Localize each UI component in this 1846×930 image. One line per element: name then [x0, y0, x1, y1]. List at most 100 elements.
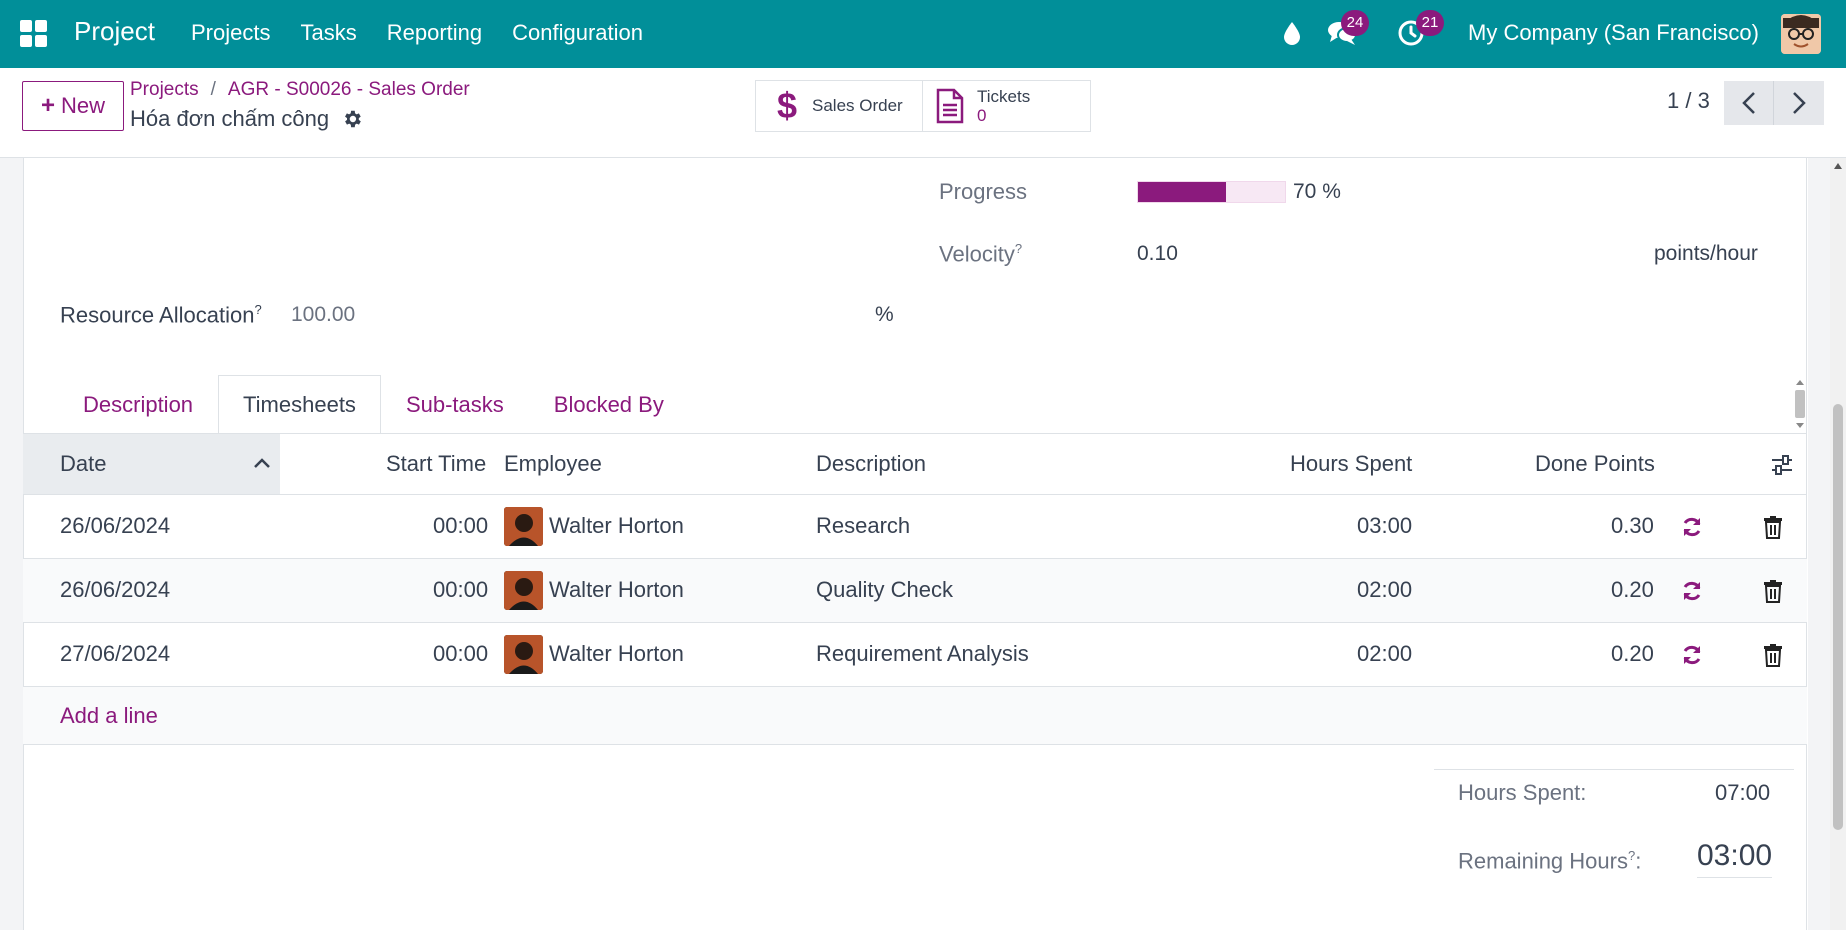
menu-item-reporting[interactable]: Reporting: [386, 20, 483, 45]
cell-description[interactable]: Quality Check: [816, 577, 953, 602]
velocity-help-icon[interactable]: ?: [1014, 241, 1023, 256]
company-switcher[interactable]: My Company (San Francisco): [1468, 20, 1759, 45]
resource-allocation-label-text: Resource Allocation: [60, 302, 255, 328]
sync-icon[interactable]: [1681, 643, 1703, 667]
pager-previous-button[interactable]: [1724, 81, 1774, 125]
optional-columns-icon[interactable]: [1770, 453, 1794, 477]
cell-done-points[interactable]: 0.30: [1611, 513, 1654, 538]
remaining-hours-label-text: Remaining Hours: [1458, 848, 1628, 874]
employee-photo-icon: [504, 507, 543, 546]
gear-icon[interactable]: [341, 108, 363, 130]
velocity-unit: points/hour: [1654, 242, 1758, 265]
smart-buttons: $ Sales Order Tickets 0: [755, 80, 1091, 132]
header-start-time[interactable]: Start Time: [386, 451, 487, 476]
cell-hours-spent[interactable]: 03:00: [1357, 513, 1413, 538]
cell-start-time[interactable]: 00:00: [433, 577, 489, 602]
cell-employee[interactable]: Walter Horton: [549, 577, 684, 602]
notebook-tabs: Description Timesheets Sub-tasks Blocked…: [58, 375, 689, 434]
pager-next-button[interactable]: [1774, 81, 1824, 125]
page-background-right: [1808, 158, 1830, 930]
hours-spent-total-label: Hours Spent:: [1458, 780, 1587, 805]
header-employee[interactable]: Employee: [504, 451, 602, 476]
table-row[interactable]: 26/06/2024 00:00 Walter Horton Research …: [23, 495, 1807, 559]
menu-item-configuration[interactable]: Configuration: [512, 20, 643, 45]
remaining-hours-value: 03:00: [1697, 839, 1773, 878]
drop-icon[interactable]: [1282, 20, 1302, 46]
header-description[interactable]: Description: [816, 451, 927, 476]
svg-text:$: $: [777, 88, 797, 124]
tab-description[interactable]: Description: [83, 391, 194, 417]
employee-avatar: [504, 507, 543, 546]
employee-photo-icon: [504, 571, 543, 610]
activities-badge: 21: [1416, 10, 1444, 36]
trash-icon[interactable]: [1762, 643, 1784, 667]
control-panel: + New Projects / AGR - S00026 - Sales Or…: [0, 68, 1846, 158]
header-date[interactable]: Date: [60, 451, 107, 476]
table-row[interactable]: 26/06/2024 00:00 Walter Horton Quality C…: [23, 559, 1807, 623]
user-face-icon: [1781, 14, 1821, 54]
chevron-right-icon: [1793, 92, 1806, 114]
cell-date[interactable]: 26/06/2024: [60, 577, 171, 602]
tab-sub-tasks[interactable]: Sub-tasks: [405, 391, 504, 417]
tab-blocked-by[interactable]: Blocked By: [553, 391, 664, 417]
menu-item-tasks[interactable]: Tasks: [300, 20, 357, 45]
velocity-value[interactable]: 0.10: [1137, 242, 1178, 265]
sort-ascending-icon[interactable]: [253, 456, 271, 470]
new-button[interactable]: + New: [22, 81, 124, 131]
page-background-left: [0, 158, 23, 930]
cell-start-time[interactable]: 00:00: [433, 641, 489, 666]
main-menu: Projects Tasks Reporting Configuration: [191, 20, 643, 46]
breadcrumb-project[interactable]: AGR - S00026 - Sales Order: [227, 79, 470, 100]
table-header: Date Start Time Employee Description Hou…: [23, 434, 1807, 495]
sync-icon[interactable]: [1681, 579, 1703, 603]
remaining-help-icon[interactable]: ?: [1627, 848, 1636, 863]
resource-allocation-label: Resource Allocation?: [60, 302, 262, 328]
velocity-label: Velocity?: [939, 241, 1022, 267]
employee-avatar: [504, 635, 543, 674]
cell-hours-spent[interactable]: 02:00: [1357, 577, 1413, 602]
progress-bar-fill: [1138, 182, 1227, 202]
remaining-hours-label: Remaining Hours?:: [1458, 848, 1641, 874]
breadcrumb-separator: /: [210, 79, 216, 100]
apps-menu-icon[interactable]: [20, 20, 47, 47]
cell-employee[interactable]: Walter Horton: [549, 641, 684, 666]
app-brand[interactable]: Project: [74, 16, 155, 46]
header-done-points[interactable]: Done Points: [1535, 451, 1655, 476]
sales-order-button[interactable]: $ Sales Order: [755, 80, 923, 132]
tab-timesheets[interactable]: Timesheets: [218, 375, 381, 434]
tickets-button[interactable]: Tickets 0: [923, 80, 1091, 132]
pager-value[interactable]: 1 / 3: [1667, 88, 1710, 113]
cell-description[interactable]: Research: [816, 513, 911, 538]
menu-item-projects[interactable]: Projects: [191, 20, 271, 45]
resource-allocation-unit: %: [875, 303, 894, 326]
scroll-up-icon[interactable]: [1833, 162, 1843, 170]
resource-help-icon[interactable]: ?: [254, 302, 262, 317]
scrollbar-thumb[interactable]: [1833, 404, 1843, 830]
date-header-cell[interactable]: [23, 434, 280, 494]
cell-done-points[interactable]: 0.20: [1611, 641, 1654, 666]
resource-allocation-input[interactable]: 100.00: [291, 303, 356, 326]
employee-avatar: [504, 571, 543, 610]
trash-icon[interactable]: [1762, 515, 1784, 539]
trash-icon[interactable]: [1762, 579, 1784, 603]
breadcrumb-projects[interactable]: Projects: [130, 79, 199, 100]
add-line-link[interactable]: Add a line: [60, 703, 158, 728]
table-row[interactable]: 27/06/2024 00:00 Walter Horton Requireme…: [23, 623, 1807, 687]
page-scrollbar[interactable]: [1830, 158, 1846, 930]
cell-description[interactable]: Requirement Analysis: [816, 641, 1029, 666]
cell-date[interactable]: 26/06/2024: [60, 513, 171, 538]
hours-spent-total-value: 07:00: [1715, 780, 1771, 805]
user-avatar[interactable]: [1781, 14, 1821, 54]
cell-start-time[interactable]: 00:00: [433, 513, 489, 538]
messages-badge: 24: [1341, 10, 1369, 36]
progress-label: Progress: [939, 179, 1028, 204]
sync-icon[interactable]: [1681, 515, 1703, 539]
header-hours-spent[interactable]: Hours Spent: [1290, 451, 1413, 476]
cell-hours-spent[interactable]: 02:00: [1357, 641, 1413, 666]
inner-scrollbar[interactable]: [1794, 378, 1806, 430]
cell-date[interactable]: 27/06/2024: [60, 641, 171, 666]
chevron-left-icon: [1741, 92, 1755, 114]
cell-employee[interactable]: Walter Horton: [549, 513, 684, 538]
cell-done-points[interactable]: 0.20: [1611, 577, 1654, 602]
new-button-label: New: [61, 93, 106, 118]
